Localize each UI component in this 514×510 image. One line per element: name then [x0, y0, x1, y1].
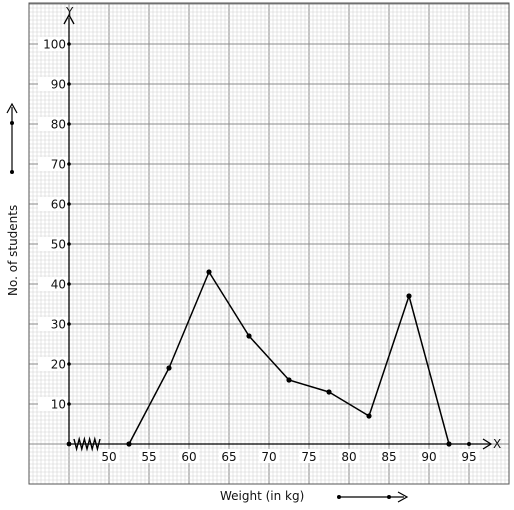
x-tick-bg [139, 449, 159, 463]
y-axis-title: No. of students [6, 205, 20, 296]
y-tick-label: 30 [51, 318, 66, 332]
x-tick-label: 70 [261, 450, 276, 464]
grid-border [28, 2, 510, 485]
y-axis-title-group: No. of students [4, 102, 21, 298]
y-tick-bg [38, 37, 67, 51]
graph-paper-grid [28, 2, 510, 485]
x-tick-label: 60 [181, 450, 196, 464]
x-axis-title: Weight (in kg) [220, 489, 304, 503]
y-tick-point [67, 42, 71, 46]
x-tick-bg [299, 449, 319, 463]
y-axis-letter: Y [65, 5, 74, 19]
y-tick-point [67, 122, 71, 126]
y-tick-bg [38, 317, 67, 331]
y-tick-bg [38, 77, 67, 91]
data-point [246, 333, 252, 339]
y-tick-bg [38, 397, 67, 411]
data-series [126, 269, 452, 447]
x-tick-bg [379, 449, 399, 463]
data-point [366, 413, 372, 419]
x-tick-bg [259, 449, 279, 463]
x-axis-break [73, 436, 101, 452]
y-tick-label: 20 [51, 358, 66, 372]
y-tick-bg [38, 277, 67, 291]
y-tick-label: 80 [51, 118, 66, 132]
data-point [206, 269, 212, 275]
y-tick-bg [38, 117, 67, 131]
x-tick-label: 65 [221, 450, 236, 464]
data-point [166, 365, 172, 371]
x-tick-label: 85 [381, 450, 396, 464]
x-tick-label: 90 [421, 450, 436, 464]
data-point [406, 293, 412, 299]
y-axis-arrowhead [63, 13, 75, 25]
x-tick-label: 75 [301, 450, 316, 464]
data-point [446, 441, 452, 447]
data-point [126, 441, 132, 447]
x-tick-label: 50 [101, 450, 116, 464]
x-tick-bg [99, 449, 119, 463]
y-tick-point [67, 282, 71, 286]
y-tick-point [67, 202, 71, 206]
origin-point [66, 441, 72, 447]
y-tick-point [67, 362, 71, 366]
x-tick-bg [339, 449, 359, 463]
y-tick-label: 40 [51, 278, 66, 292]
data-point [286, 377, 292, 383]
x-tick-label: 55 [141, 450, 156, 464]
x-tick-label: 80 [341, 450, 356, 464]
axes [63, 13, 493, 452]
y-tick-bg [38, 197, 67, 211]
y-tick-bg [38, 237, 67, 251]
y-tick-bg [38, 157, 67, 171]
y-tick-point [67, 162, 71, 166]
x-axis-arrowhead [482, 438, 493, 450]
y-tick-label: 10 [51, 398, 66, 412]
y-tick-label: 100 [43, 38, 66, 52]
y-tick-label: 60 [51, 198, 66, 212]
y-tick-point [67, 322, 71, 326]
y-tick-point [67, 82, 71, 86]
x-tick-bg [219, 449, 239, 463]
tick-labels: 10 20 30 40 50 60 70 80 90 100 50 55 60 65 70 75 80 85 90 9… [38, 37, 479, 464]
x-tick-bg [419, 449, 439, 463]
x-tick-bg [179, 449, 199, 463]
x-axis-letter: X [493, 437, 501, 451]
y-tick-bg [38, 357, 67, 371]
y-tick-label: 50 [51, 238, 66, 252]
x-axis-title-group: Weight (in kg) [218, 487, 409, 504]
x-tick-bg [459, 449, 479, 463]
x-tick-label: 95 [461, 450, 476, 464]
y-tick-point [67, 242, 71, 246]
y-tick-point [67, 402, 71, 406]
y-tick-label: 90 [51, 78, 66, 92]
x-tick-point [467, 442, 471, 446]
data-point [326, 389, 332, 395]
y-tick-label: 70 [51, 158, 66, 172]
